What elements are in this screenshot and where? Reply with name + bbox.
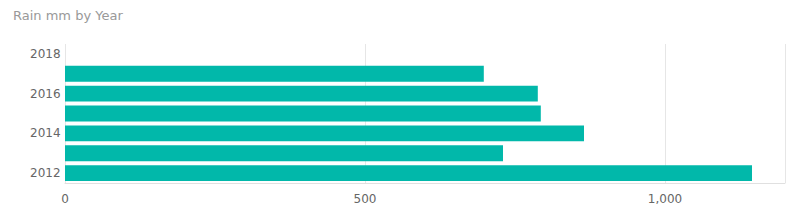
svg-text:2014: 2014: [30, 126, 61, 140]
svg-text:0: 0: [61, 192, 69, 206]
svg-text:2012: 2012: [30, 166, 61, 180]
svg-text:2018: 2018: [30, 47, 61, 61]
svg-text:Rain mm by Year: Rain mm by Year: [13, 8, 123, 23]
svg-text:1,000: 1,000: [648, 192, 682, 206]
svg-text:2016: 2016: [30, 87, 61, 101]
svg-text:500: 500: [354, 192, 377, 206]
